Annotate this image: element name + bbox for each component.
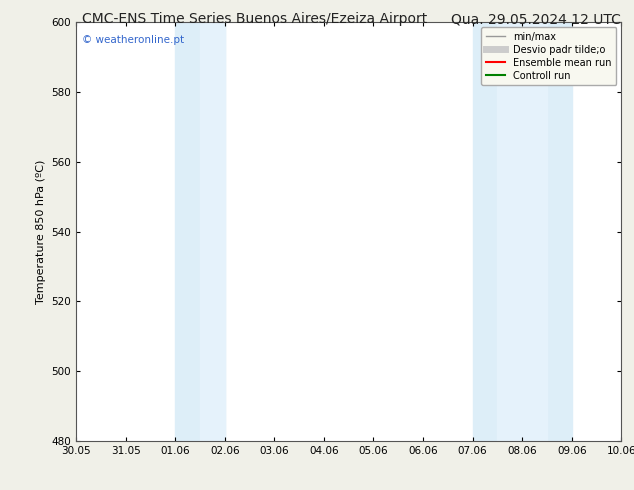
- Text: © weatheronline.pt: © weatheronline.pt: [82, 35, 184, 45]
- Text: CMC-ENS Time Series Buenos Aires/Ezeiza Airport: CMC-ENS Time Series Buenos Aires/Ezeiza …: [82, 12, 428, 26]
- Bar: [498, 22, 547, 441]
- Bar: [200, 22, 225, 441]
- Bar: [472, 22, 572, 441]
- Bar: [175, 22, 225, 441]
- Y-axis label: Temperature 850 hPa (ºC): Temperature 850 hPa (ºC): [36, 159, 46, 304]
- Legend: min/max, Desvio padr tilde;o, Ensemble mean run, Controll run: min/max, Desvio padr tilde;o, Ensemble m…: [481, 27, 616, 85]
- Text: Qua. 29.05.2024 12 UTC: Qua. 29.05.2024 12 UTC: [451, 12, 621, 26]
